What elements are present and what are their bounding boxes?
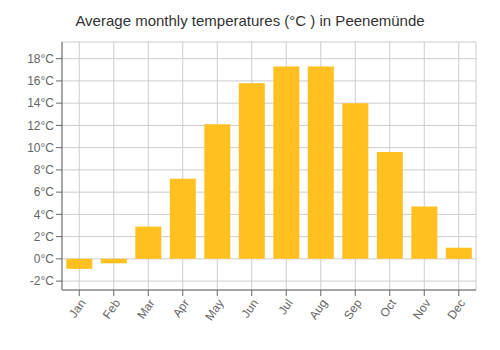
svg-text:Mar: Mar [134,297,157,322]
svg-text:10°C: 10°C [27,141,54,155]
svg-text:0°C: 0°C [34,252,54,266]
svg-text:18°C: 18°C [27,52,54,66]
svg-text:Nov: Nov [410,297,434,323]
svg-text:Aug: Aug [306,297,330,323]
svg-text:8°C: 8°C [34,163,54,177]
html-text:Average monthly temperatures (: Average monthly temperatures (°C ) in Pe… [75,12,425,29]
svg-text:Jul: Jul [275,297,295,318]
svg-text:2°C: 2°C [34,230,54,244]
svg-text:16°C: 16°C [27,74,54,88]
svg-text:4°C: 4°C [34,208,54,222]
svg-text:-2°C: -2°C [30,274,54,288]
svg-text:6°C: 6°C [34,185,54,199]
svg-text:Feb: Feb [100,296,124,321]
svg-text:May: May [202,297,226,324]
svg-text:Jan: Jan [66,297,89,321]
svg-text:Dec: Dec [444,297,468,323]
svg-text:Sep: Sep [341,296,365,322]
svg-text:Apr: Apr [170,297,192,320]
svg-text:Jun: Jun [239,297,262,321]
svg-text:Oct: Oct [377,296,400,320]
svg-text:12°C: 12°C [27,119,54,133]
svg-text:14°C: 14°C [27,96,54,110]
